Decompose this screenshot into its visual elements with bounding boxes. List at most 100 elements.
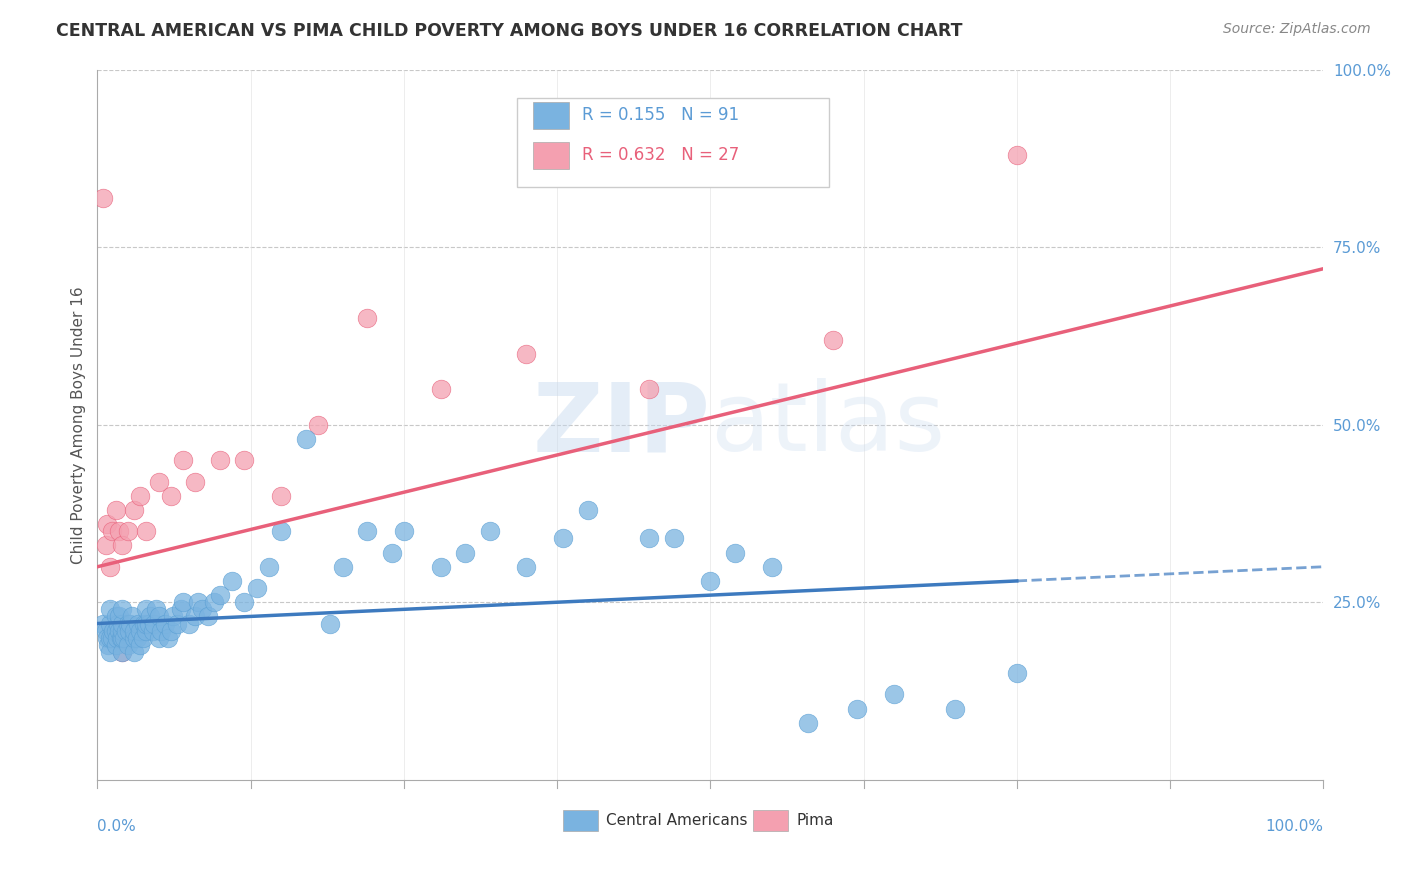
- Point: [108, 609, 131, 624]
- Point: [208, 588, 231, 602]
- FancyBboxPatch shape: [533, 143, 569, 169]
- Point: [117, 524, 139, 539]
- Point: [105, 631, 128, 645]
- Point: [122, 631, 145, 645]
- Text: CENTRAL AMERICAN VS PIMA CHILD POVERTY AMONG BOYS UNDER 16 CORRELATION CHART: CENTRAL AMERICAN VS PIMA CHILD POVERTY A…: [56, 22, 963, 40]
- FancyBboxPatch shape: [754, 810, 787, 831]
- Point: [111, 645, 134, 659]
- Point: [93, 191, 115, 205]
- Point: [233, 453, 256, 467]
- Point: [638, 532, 661, 546]
- Point: [153, 616, 176, 631]
- Point: [270, 524, 292, 539]
- Point: [129, 638, 152, 652]
- Point: [208, 453, 231, 467]
- Point: [122, 645, 145, 659]
- Point: [93, 616, 115, 631]
- Text: Pima: Pima: [796, 814, 834, 829]
- Point: [135, 616, 157, 631]
- Text: R = 0.632   N = 27: R = 0.632 N = 27: [582, 146, 738, 164]
- Point: [98, 559, 121, 574]
- FancyBboxPatch shape: [516, 98, 830, 187]
- Point: [294, 432, 316, 446]
- Text: 100.0%: 100.0%: [1265, 819, 1323, 834]
- Point: [150, 624, 173, 638]
- Point: [187, 595, 209, 609]
- Point: [553, 532, 575, 546]
- Point: [96, 631, 118, 645]
- Point: [179, 616, 201, 631]
- Point: [170, 602, 193, 616]
- Point: [111, 602, 134, 616]
- Point: [429, 559, 451, 574]
- Point: [821, 333, 844, 347]
- Point: [97, 638, 120, 652]
- Point: [104, 609, 127, 624]
- Point: [233, 595, 256, 609]
- Text: ZIP: ZIP: [533, 378, 710, 471]
- Point: [1005, 148, 1028, 162]
- Point: [761, 559, 783, 574]
- Y-axis label: Child Poverty Among Boys Under 16: Child Poverty Among Boys Under 16: [72, 286, 86, 564]
- Point: [104, 624, 127, 638]
- Point: [122, 503, 145, 517]
- Point: [662, 532, 685, 546]
- Point: [117, 616, 139, 631]
- Point: [120, 616, 142, 631]
- Point: [429, 383, 451, 397]
- Point: [381, 545, 404, 559]
- Point: [392, 524, 415, 539]
- Point: [166, 616, 188, 631]
- FancyBboxPatch shape: [533, 102, 569, 129]
- Point: [132, 616, 155, 631]
- Point: [135, 602, 157, 616]
- Point: [172, 595, 194, 609]
- Point: [111, 624, 134, 638]
- Point: [111, 645, 134, 659]
- Text: Source: ZipAtlas.com: Source: ZipAtlas.com: [1223, 22, 1371, 37]
- Point: [129, 624, 152, 638]
- Point: [202, 595, 225, 609]
- Point: [945, 701, 967, 715]
- Point: [883, 688, 905, 702]
- Point: [103, 624, 125, 638]
- Point: [190, 602, 212, 616]
- Point: [846, 701, 869, 715]
- Point: [108, 524, 131, 539]
- Point: [319, 616, 342, 631]
- Point: [104, 638, 127, 652]
- Point: [94, 539, 117, 553]
- Point: [160, 489, 183, 503]
- Point: [515, 559, 537, 574]
- Point: [515, 347, 537, 361]
- Point: [138, 616, 160, 631]
- Text: atlas: atlas: [710, 378, 945, 471]
- Text: 0.0%: 0.0%: [97, 819, 136, 834]
- Point: [111, 616, 134, 631]
- Point: [221, 574, 243, 588]
- Point: [148, 631, 170, 645]
- Point: [724, 545, 747, 559]
- Point: [148, 475, 170, 489]
- Point: [135, 624, 157, 638]
- Point: [98, 645, 121, 659]
- Point: [132, 631, 155, 645]
- Point: [98, 631, 121, 645]
- Point: [108, 624, 131, 638]
- Point: [699, 574, 721, 588]
- Point: [148, 609, 170, 624]
- Point: [1005, 666, 1028, 681]
- Point: [197, 609, 219, 624]
- Point: [356, 524, 378, 539]
- Point: [160, 624, 183, 638]
- Point: [117, 638, 139, 652]
- Point: [125, 631, 148, 645]
- Point: [104, 503, 127, 517]
- Point: [135, 524, 157, 539]
- Point: [797, 715, 820, 730]
- Point: [638, 383, 661, 397]
- Point: [576, 503, 599, 517]
- Point: [478, 524, 501, 539]
- Point: [96, 517, 118, 532]
- Point: [101, 524, 124, 539]
